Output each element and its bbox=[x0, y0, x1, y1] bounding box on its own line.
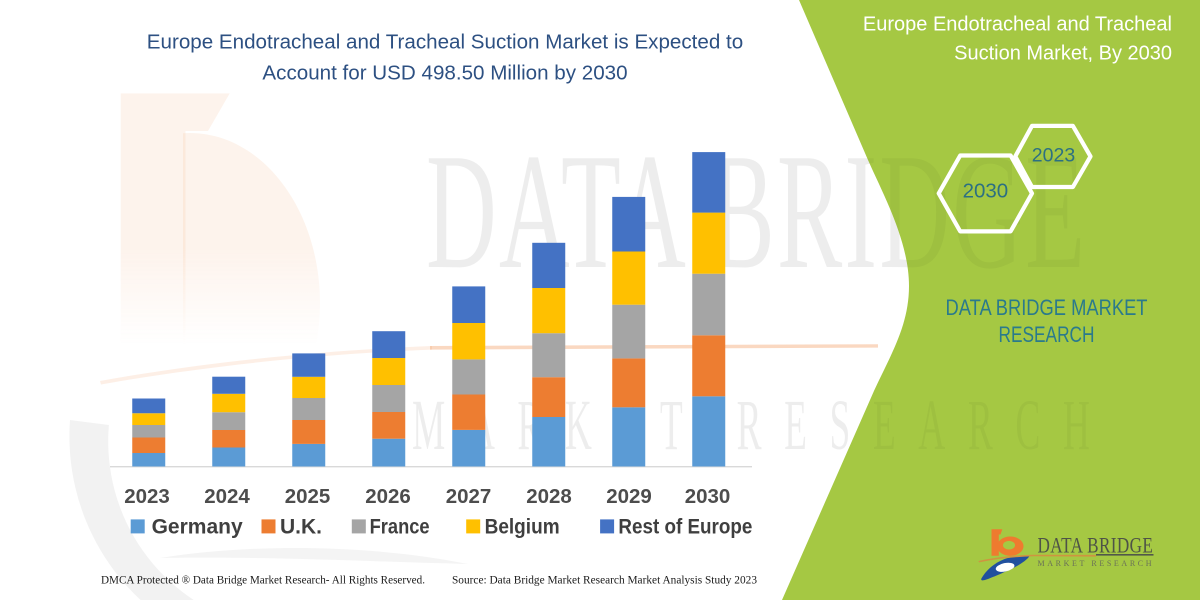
svg-text:MARKET RESEARCH: MARKET RESEARCH bbox=[1038, 559, 1152, 568]
svg-text:2027: 2027 bbox=[446, 485, 492, 508]
svg-text:2028: 2028 bbox=[526, 485, 572, 508]
svg-text:2023: 2023 bbox=[1032, 145, 1075, 167]
svg-text:Germany: Germany bbox=[152, 516, 243, 539]
svg-text:Suction Market, By 2030: Suction Market, By 2030 bbox=[954, 43, 1172, 65]
svg-text:Belgium: Belgium bbox=[485, 516, 560, 539]
svg-text:France: France bbox=[370, 516, 430, 539]
svg-text:2029: 2029 bbox=[606, 485, 652, 508]
svg-text:DATA BRIDGE: DATA BRIDGE bbox=[1037, 534, 1152, 559]
svg-text:2024: 2024 bbox=[204, 485, 250, 508]
svg-text:RESEARCH: RESEARCH bbox=[999, 322, 1095, 347]
svg-text:DATA BRIDGE MARKET: DATA BRIDGE MARKET bbox=[946, 295, 1148, 320]
svg-text:Source: Data Bridge Market Res: Source: Data Bridge Market Research Mark… bbox=[452, 573, 757, 587]
svg-text:Europe Endotracheal and Trache: Europe Endotracheal and Tracheal Suction… bbox=[147, 31, 743, 54]
svg-text:Rest of Europe: Rest of Europe bbox=[618, 516, 752, 539]
svg-text:2025: 2025 bbox=[285, 485, 331, 508]
svg-text:2030: 2030 bbox=[963, 180, 1009, 203]
svg-text:2026: 2026 bbox=[365, 485, 411, 508]
svg-text:2023: 2023 bbox=[124, 485, 170, 508]
svg-text:Account for USD 498.50 Million: Account for USD 498.50 Million by 2030 bbox=[262, 62, 627, 85]
svg-text:Europe Endotracheal and Trache: Europe Endotracheal and Tracheal bbox=[863, 14, 1172, 36]
svg-text:U.K.: U.K. bbox=[280, 516, 322, 539]
svg-text:DMCA Protected ® Data Bridge M: DMCA Protected ® Data Bridge Market Rese… bbox=[101, 573, 425, 587]
svg-text:2030: 2030 bbox=[685, 485, 731, 508]
